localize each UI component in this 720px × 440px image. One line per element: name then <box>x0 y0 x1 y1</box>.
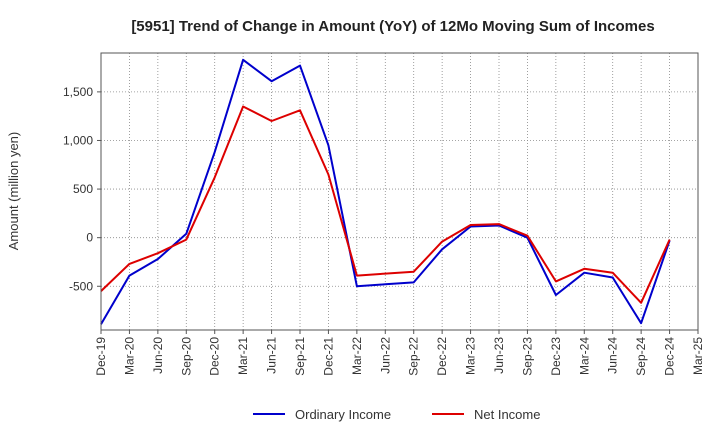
y-tick-label: 1,000 <box>63 133 93 147</box>
x-tick-label: Dec-20 <box>208 337 222 376</box>
plot-frame <box>100 52 699 331</box>
x-tick-label: Sep-20 <box>179 337 193 376</box>
x-tick-label: Mar-22 <box>350 337 364 375</box>
x-tick-label: Sep-21 <box>293 337 307 376</box>
y-tick-label: 1,500 <box>63 85 93 99</box>
x-tick-label: Dec-24 <box>663 337 677 376</box>
x-axis: Dec-19 Mar-20 Jun-20 Sep-20 Dec-20 Mar-21 Jun-… <box>94 330 705 376</box>
y-tick-label: -500 <box>69 279 93 293</box>
legend-label: Ordinary Income <box>295 407 391 422</box>
x-tick-label: Sep-23 <box>520 337 534 376</box>
x-tick-label: Mar-24 <box>577 337 591 375</box>
legend-label: Net Income <box>474 407 540 422</box>
x-tick-label: Dec-19 <box>94 337 108 376</box>
chart-title: [5951] Trend of Change in Amount (YoY) o… <box>131 18 654 35</box>
x-tick-label: Mar-21 <box>236 337 250 375</box>
y-tick-label: 500 <box>73 182 93 196</box>
y-axis-label: Amount (million yen) <box>6 132 21 251</box>
series-layer <box>100 58 671 325</box>
x-tick-label: Sep-24 <box>634 337 648 376</box>
x-tick-label: Dec-22 <box>435 337 449 376</box>
x-tick-label: Mar-25 <box>691 337 705 375</box>
x-tick-label: Dec-23 <box>549 337 563 376</box>
grid <box>101 53 698 330</box>
legend: Ordinary Income Net Income <box>253 407 540 422</box>
x-tick-label: Jun-21 <box>265 337 279 374</box>
x-tick-label: Jun-23 <box>492 337 506 374</box>
x-tick-label: Jun-22 <box>378 337 392 374</box>
y-axis: -500 0 500 1,000 1,500 <box>63 85 101 293</box>
x-tick-label: Jun-20 <box>151 337 165 374</box>
x-tick-label: Jun-24 <box>606 337 620 374</box>
series-line-net-income <box>100 105 671 304</box>
x-tick-label: Mar-20 <box>122 337 136 375</box>
series-line-ordinary-income <box>100 58 671 325</box>
x-tick-label: Dec-21 <box>321 337 335 376</box>
y-tick-label: 0 <box>86 231 93 245</box>
x-tick-label: Sep-22 <box>407 337 421 376</box>
x-tick-label: Mar-23 <box>464 337 478 375</box>
